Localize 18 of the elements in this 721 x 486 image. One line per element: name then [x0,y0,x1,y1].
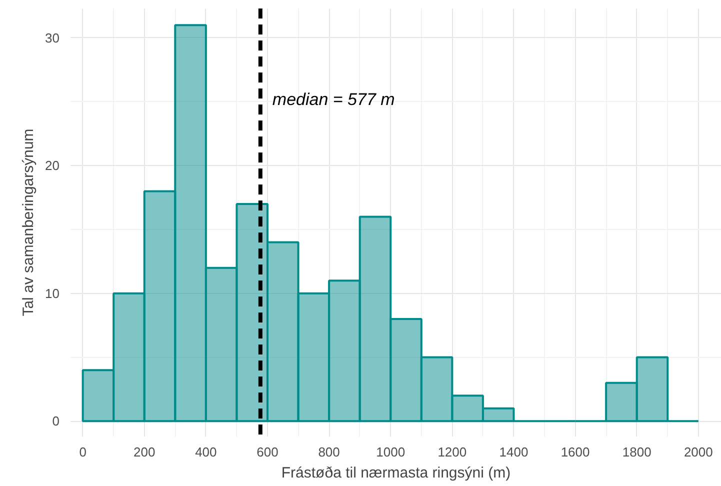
x-tick-label: 800 [318,444,340,460]
y-tick-label: 10 [45,286,60,301]
x-tick-label: 400 [195,444,217,460]
x-tick-label: 1000 [376,444,406,460]
x-tick-label: 1400 [499,444,528,460]
y-tick-label: 0 [52,414,60,429]
y-tick-label: 30 [45,30,60,46]
x-tick-label: 600 [256,444,278,460]
x-tick-label: 1800 [622,444,652,460]
y-tick-label: 20 [45,158,60,174]
x-axis-title: Frástøða til nærmasta ringsýni (m) [281,464,511,482]
x-tick-label: 200 [134,444,156,460]
ref-line-label: median = 577 m [272,90,395,109]
x-tick-label: 0 [79,444,86,460]
x-tick-label: 2000 [684,444,713,460]
y-axis-title: Tal av samanberingarsýnum [20,128,38,316]
x-tick-label: 1600 [560,444,590,460]
x-tick-label: 1200 [438,444,467,460]
